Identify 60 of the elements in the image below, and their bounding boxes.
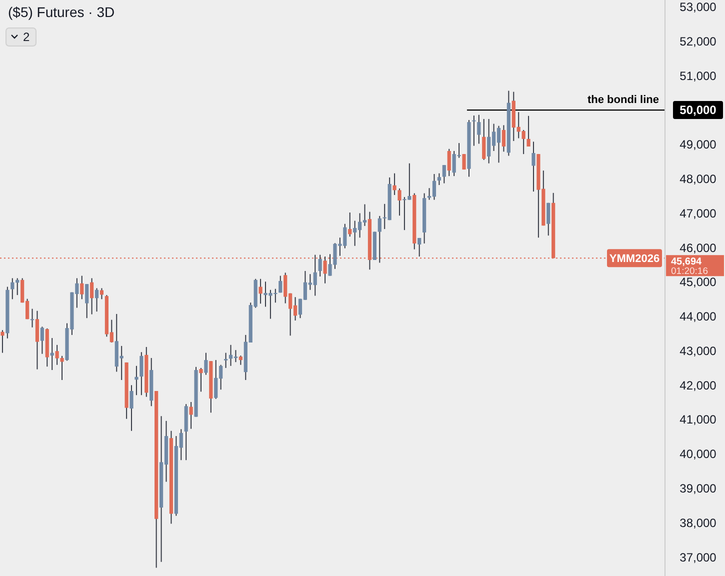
candlestick (199, 367, 203, 392)
annotation: 2 (23, 30, 30, 44)
y-tick-label: 51,000 (680, 68, 717, 83)
candlestick (398, 188, 402, 216)
ref-line-label: the bondi line (588, 94, 659, 106)
candlestick (502, 124, 506, 152)
y-tick-label: 47,000 (680, 206, 717, 220)
candlestick (318, 254, 322, 277)
candlestick (532, 141, 536, 192)
candlestick (94, 288, 99, 312)
candlestick (204, 352, 208, 376)
y-tick-label: 46,000 (680, 240, 717, 255)
candlestick (130, 384, 134, 432)
y-tick-label: 48,000 (680, 172, 717, 186)
candlestick (189, 401, 193, 430)
candlestick (392, 172, 396, 196)
candlestick (238, 355, 242, 366)
candlestick (418, 237, 422, 258)
candlestick (477, 114, 481, 144)
candlestick (278, 275, 282, 294)
candlestick (85, 284, 89, 319)
y-tick-label: 52,000 (680, 34, 717, 48)
candlestick (378, 215, 382, 264)
candlestick (482, 118, 486, 160)
y-tick-label: 38,000 (680, 516, 717, 530)
candlestick (526, 115, 530, 147)
candlestick (437, 172, 441, 186)
candlestick (472, 115, 476, 146)
text: 01:20:16 (671, 266, 708, 278)
candlestick (90, 278, 94, 315)
y-tick-label: 42,000 (680, 378, 717, 392)
y-tick-label: 37,000 (680, 550, 717, 564)
y-tick-label: 44,000 (680, 310, 717, 324)
candlestick (546, 202, 550, 236)
y-tick-label: 49,000 (680, 138, 717, 152)
candlestick (134, 365, 138, 396)
candlestick (447, 148, 451, 177)
y-tick-label: 45,000 (680, 275, 717, 290)
candlestick (30, 308, 34, 328)
y-tick-label: 53,000 (680, 0, 717, 14)
y-tick-label: 39,000 (680, 482, 717, 496)
candlestick (0, 330, 4, 354)
candlestick (40, 326, 44, 354)
candlestick (80, 275, 84, 300)
y-tick-label: 43,000 (680, 344, 717, 358)
candlestick (258, 278, 262, 304)
candlestick (224, 352, 228, 368)
y-tick-label: 41,000 (680, 412, 717, 427)
annotation: YMM2026 (609, 252, 660, 265)
candlestick (35, 310, 40, 370)
candlestick (462, 154, 466, 170)
chart-title: ($5) Futures · 3D (8, 4, 115, 20)
candlestick (10, 278, 14, 300)
candlestick (442, 164, 446, 184)
candlestick (348, 212, 352, 238)
text: 45,694 (671, 256, 702, 268)
candlestick (140, 352, 144, 396)
y-tick-label: 40,000 (680, 447, 717, 462)
y-tick-label: 50,000 (680, 103, 717, 118)
candlestick (100, 288, 104, 300)
